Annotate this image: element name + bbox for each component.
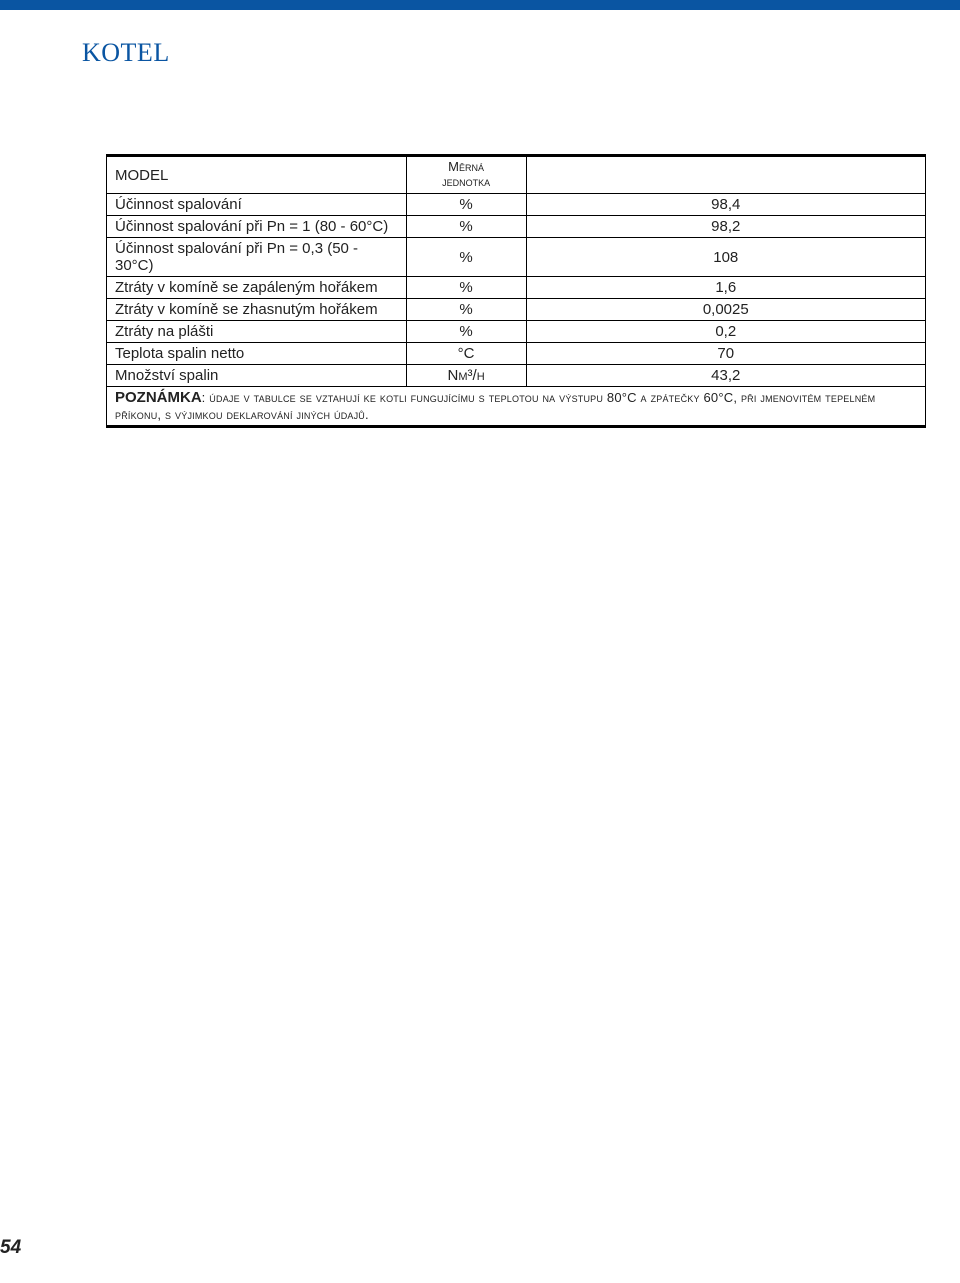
header-model: MODEL: [107, 156, 407, 194]
page-number: 54: [0, 1237, 21, 1259]
table-row: Ztráty v komíně se zapáleným hořákem % 1…: [107, 277, 926, 299]
value-cell: 43,2: [526, 365, 925, 387]
param-cell: Účinnost spalování při Pn = 1 (80 - 60°C…: [107, 216, 407, 238]
value-cell: 0,2: [526, 321, 925, 343]
header-unit-line1: Měrná: [448, 159, 484, 174]
table-row: Účinnost spalování při Pn = 1 (80 - 60°C…: [107, 216, 926, 238]
value-cell: 98,4: [526, 194, 925, 216]
value-cell: 0,0025: [526, 299, 925, 321]
unit-cell: %: [406, 194, 526, 216]
table-row: Teplota spalin netto °C 70: [107, 343, 926, 365]
table-row: Ztráty v komíně se zhasnutým hořákem % 0…: [107, 299, 926, 321]
page-title: KOTEL: [82, 38, 900, 68]
unit-cell: %: [406, 216, 526, 238]
page-body: KOTEL MODEL Měrná jednotka Účinnost spal…: [0, 10, 960, 1283]
header-value: [526, 156, 925, 194]
param-cell: Účinnost spalování: [107, 194, 407, 216]
param-cell: Účinnost spalování při Pn = 0,3 (50 - 30…: [107, 238, 407, 277]
table-row: Množství spalin Nm³/h 43,2: [107, 365, 926, 387]
header-unit-line2: jednotka: [442, 174, 490, 189]
note-label: POZNÁMKA: [115, 389, 202, 406]
unit-cell: Nm³/h: [406, 365, 526, 387]
value-cell: 108: [526, 238, 925, 277]
note-text: : údaje v tabulce se vztahují ke kotli f…: [115, 390, 875, 422]
param-cell: Ztráty v komíně se zhasnutým hořákem: [107, 299, 407, 321]
spec-table: MODEL Měrná jednotka Účinnost spalování …: [106, 154, 926, 428]
note-cell: POZNÁMKA: údaje v tabulce se vztahují ke…: [107, 387, 926, 427]
unit-cell: %: [406, 238, 526, 277]
header-unit: Měrná jednotka: [406, 156, 526, 194]
table-header-row: MODEL Měrná jednotka: [107, 156, 926, 194]
value-cell: 1,6: [526, 277, 925, 299]
param-cell: Teplota spalin netto: [107, 343, 407, 365]
param-cell: Množství spalin: [107, 365, 407, 387]
table-row: Účinnost spalování % 98,4: [107, 194, 926, 216]
param-cell: Ztráty v komíně se zapáleným hořákem: [107, 277, 407, 299]
unit-cell: °C: [406, 343, 526, 365]
unit-cell: %: [406, 321, 526, 343]
unit-cell: %: [406, 299, 526, 321]
table-row: Účinnost spalování při Pn = 0,3 (50 - 30…: [107, 238, 926, 277]
table-row: Ztráty na plášti % 0,2: [107, 321, 926, 343]
param-cell: Ztráty na plášti: [107, 321, 407, 343]
note-row: POZNÁMKA: údaje v tabulce se vztahují ke…: [107, 387, 926, 427]
value-cell: 98,2: [526, 216, 925, 238]
unit-cell: %: [406, 277, 526, 299]
top-stripe: [0, 0, 960, 10]
value-cell: 70: [526, 343, 925, 365]
